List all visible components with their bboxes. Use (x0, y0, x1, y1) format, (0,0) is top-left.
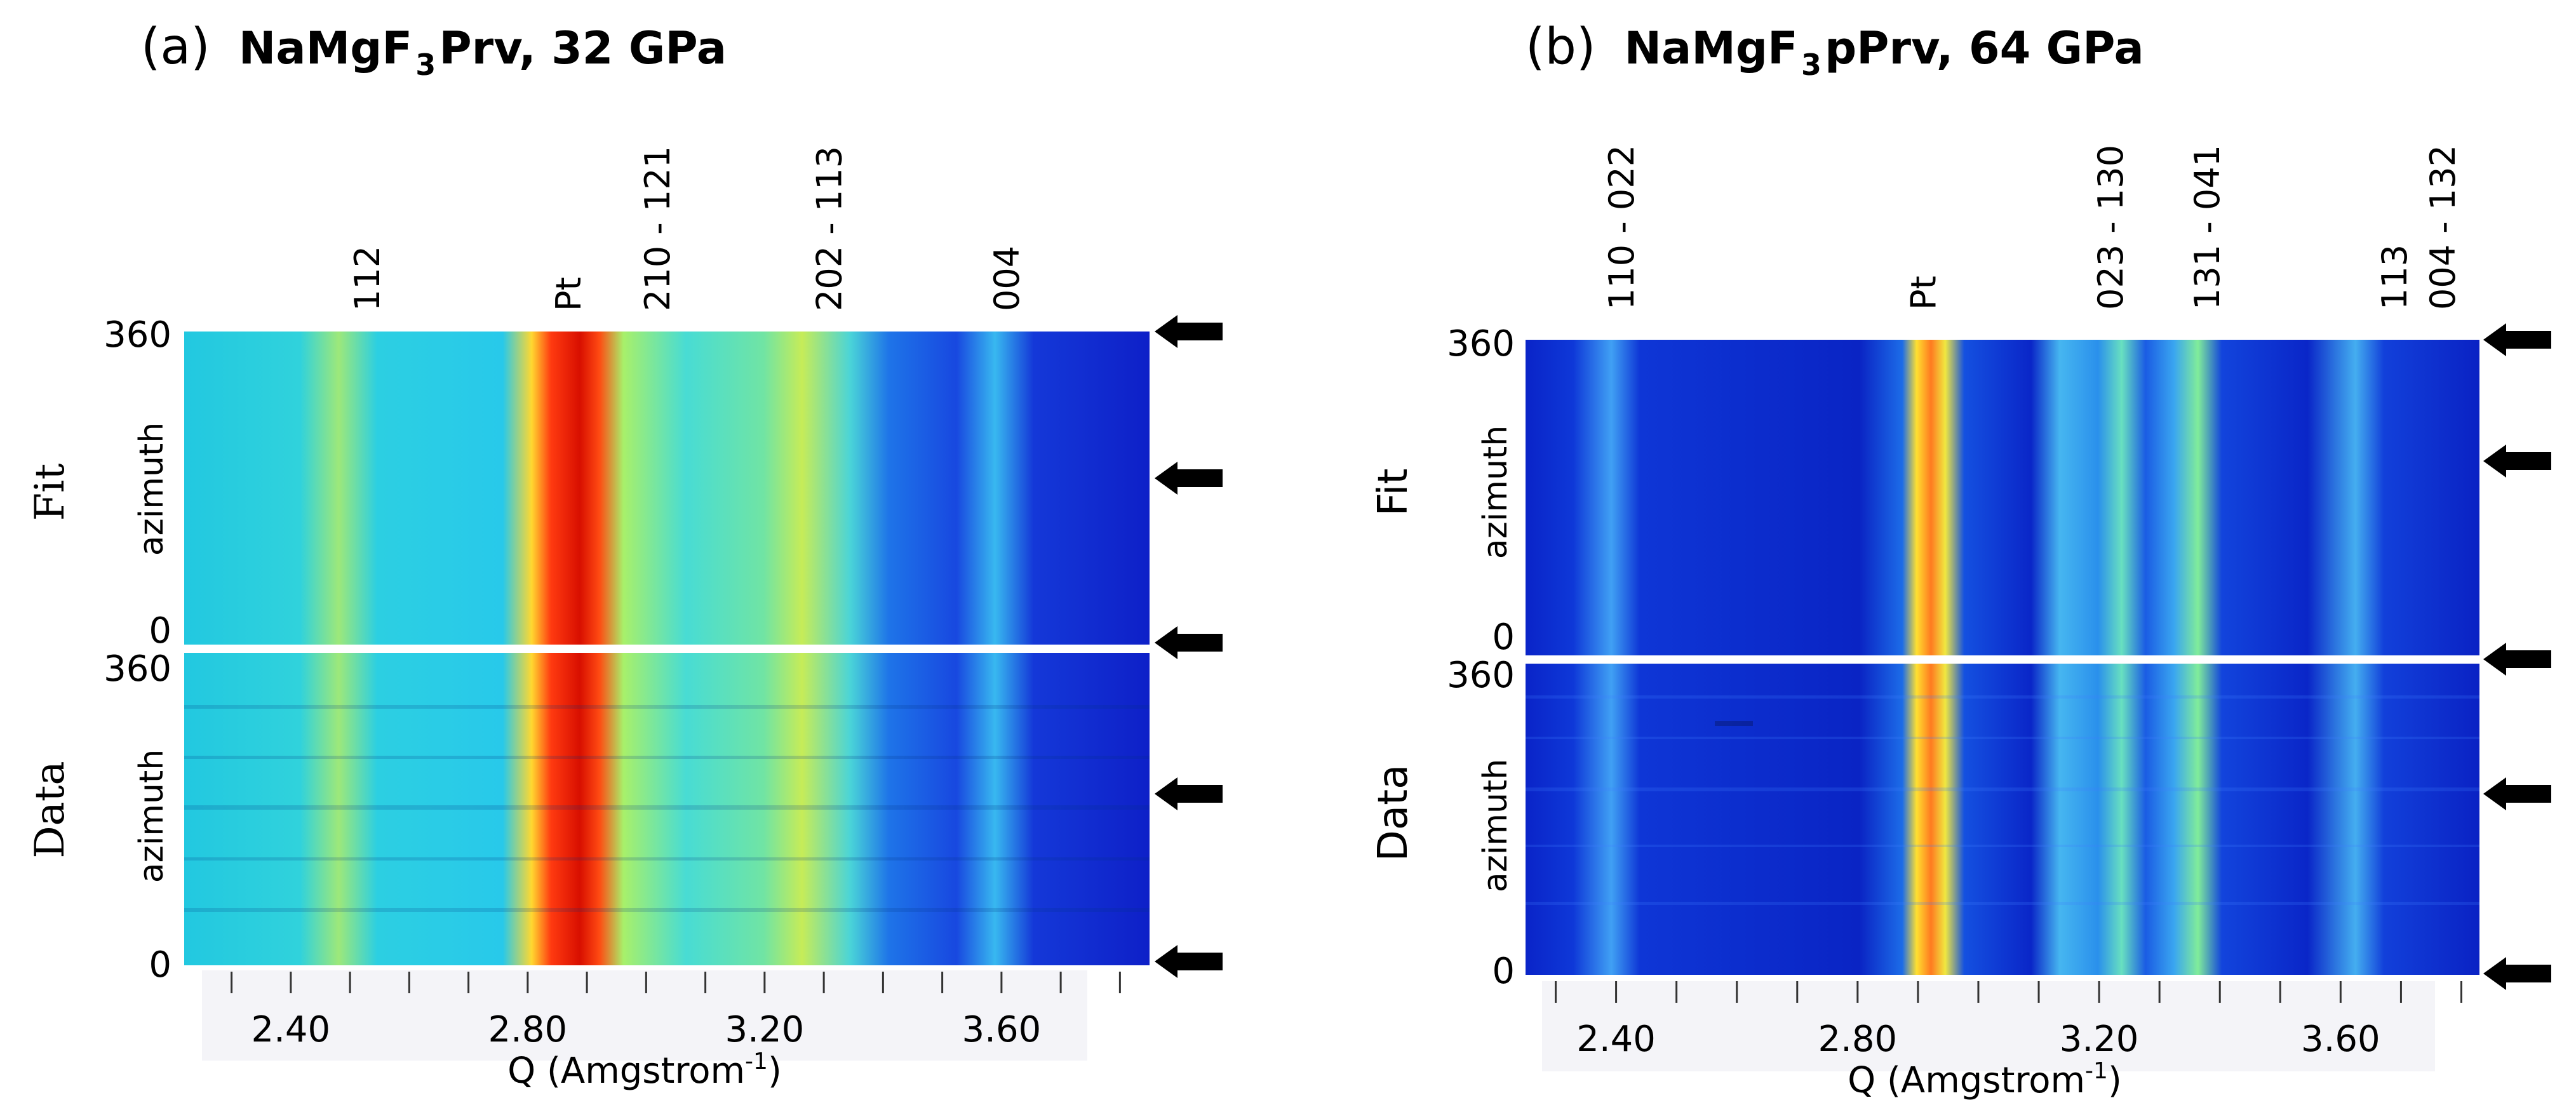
panel-a-title: (a) NaMgF 3 Prv, 32 GPa (141, 18, 727, 82)
panel-b-fit-label: Fit (1370, 468, 1417, 516)
panel-b-divider (1526, 655, 2479, 664)
panel-b-arrow-2 (2483, 445, 2551, 478)
panel-b-arrow-1 (2483, 323, 2551, 356)
panel-a-arrow-1 (1155, 315, 1223, 348)
panel-b-title-sub: 3 (1801, 48, 1821, 82)
panel-b-fit-az-top: 360 (1447, 323, 1515, 365)
panel-a-arrow-5 (1155, 945, 1223, 978)
panel-b: (b) NaMgF 3 pPrv, 64 GPa 110 - 022 Pt 023 … (1370, 18, 2551, 1101)
panel-b-x-axis-title-close: ) (2108, 1060, 2122, 1101)
panel-a-title-sub: 3 (415, 48, 436, 82)
panel-a-peak-labels: 112 Pt 210 - 121 202 - 113 004 (347, 146, 1027, 311)
panel-a-data-az-bottom: 0 (149, 944, 171, 986)
panel-b-peak-labels: 110 - 022 Pt 023 - 130 131 - 041 113 004 - 13… (1602, 145, 2463, 310)
panel-b-peak-label-5: 004 - 132 (2423, 145, 2463, 310)
panel-b-data-azimuth-label: azimuth (1477, 759, 1515, 893)
panel-a-x-axis-title-close: ) (768, 1050, 782, 1092)
panel-b-peak-label-1: Pt (1903, 276, 1943, 310)
panel-b-fit-azimuth-label: azimuth (1477, 425, 1515, 559)
panel-b-data-striations (1526, 695, 2479, 905)
panel-b-data-label: Data (1370, 765, 1417, 862)
panel-b-x-axis-title-sup: -1 (2085, 1058, 2108, 1084)
panel-b-title-prefix: (b) (1526, 18, 1595, 76)
panel-a-data-azimuth-label: azimuth (133, 749, 171, 883)
panel-a-q-tick-3: 3.60 (962, 1009, 1042, 1050)
panel-a-peak-label-1: Pt (549, 277, 589, 311)
panel-a-title-prefix: (a) (141, 18, 210, 76)
panel-b-tick-marks (1555, 981, 2462, 1003)
panel-b-peak-label-0: 110 - 022 (1602, 145, 1642, 310)
panel-a-arrows (1155, 315, 1223, 978)
panel-b-data-az-top: 360 (1447, 655, 1515, 696)
panel-a-q-tick-2: 3.20 (725, 1009, 805, 1050)
panel-a-peak-label-0: 112 (347, 246, 387, 311)
panel-a-peak-label-4: 004 (987, 246, 1027, 311)
panel-b-title-rest: pPrv, 64 GPa (1825, 22, 2144, 74)
panel-a-data-striations (184, 705, 1150, 912)
panel-a-x-axis-title-text: Q (Amgstrom (507, 1050, 745, 1092)
panel-b-q-tick-0: 2.40 (1576, 1019, 1656, 1060)
panel-a-data-label: Data (27, 761, 74, 858)
panel-a-tick-band (202, 970, 1087, 1061)
panel-a-title-main: NaMgF (239, 22, 412, 74)
panel-a-x-axis-title-sup: -1 (745, 1048, 768, 1075)
panel-b-arrow-3 (2483, 643, 2551, 676)
panel-a-fit-az-top: 360 (104, 314, 171, 356)
panel-b-arrows (2483, 323, 2551, 990)
panel-a-arrow-3 (1155, 626, 1223, 659)
panel-b-arrow-5 (2483, 957, 2551, 990)
panel-a-q-tick-labels: 2.40 2.80 3.20 3.60 (252, 1009, 1042, 1050)
panel-b-fit-heatmap (1526, 340, 2479, 655)
panel-a-fit-heatmap (184, 332, 1150, 645)
panel-a-tick-marks (231, 972, 1121, 993)
panel-a: (a) NaMgF 3 Prv, 32 GPa 112 Pt 210 - 121 20… (27, 18, 1223, 1092)
panel-a-peak-label-3: 202 - 113 (809, 146, 849, 311)
panel-a-q-tick-1: 2.80 (488, 1009, 568, 1050)
panel-a-fit-az-bottom: 0 (149, 610, 171, 652)
panel-b-peak-label-2: 023 - 130 (2091, 145, 2131, 310)
panel-a-data-heatmap (184, 653, 1150, 965)
panel-b-q-tick-2: 3.20 (2060, 1019, 2139, 1060)
panel-b-peak-label-3: 131 - 041 (2187, 145, 2227, 310)
panel-a-fit-azimuth-label: azimuth (133, 422, 171, 556)
panel-b-q-tick-3: 3.60 (2301, 1019, 2380, 1060)
panel-a-divider (184, 645, 1150, 653)
panel-b-x-axis-title: Q (Amgstrom-1) (1848, 1058, 2122, 1101)
panel-b-q-tick-1: 2.80 (1818, 1019, 1898, 1060)
panel-b-tick-band (1542, 981, 2435, 1071)
panel-a-title-rest: Prv, 32 GPa (439, 22, 727, 74)
panel-b-title: (b) NaMgF 3 pPrv, 64 GPa (1526, 18, 2144, 82)
panel-a-arrow-4 (1155, 777, 1223, 810)
panel-b-data-heatmap (1526, 664, 2479, 975)
panel-b-title-main: NaMgF (1624, 22, 1797, 74)
panel-a-q-tick-0: 2.40 (252, 1009, 331, 1050)
panel-b-fit-az-bottom: 0 (1492, 617, 1515, 658)
panel-b-arrow-4 (2483, 777, 2551, 810)
panel-a-arrow-2 (1155, 462, 1223, 495)
panel-a-data-az-top: 360 (104, 648, 171, 690)
panel-a-x-axis-title: Q (Amgstrom-1) (507, 1048, 782, 1092)
panel-a-peak-label-2: 210 - 121 (638, 146, 678, 311)
panel-a-fit-label: Fit (27, 463, 74, 521)
panel-b-x-axis-title-text: Q (Amgstrom (1848, 1060, 2085, 1101)
panel-b-q-tick-labels: 2.40 2.80 3.20 3.60 (1576, 1019, 2380, 1060)
panel-b-peak-label-4: 113 (2375, 245, 2415, 310)
panel-b-data-az-bottom: 0 (1492, 951, 1515, 992)
